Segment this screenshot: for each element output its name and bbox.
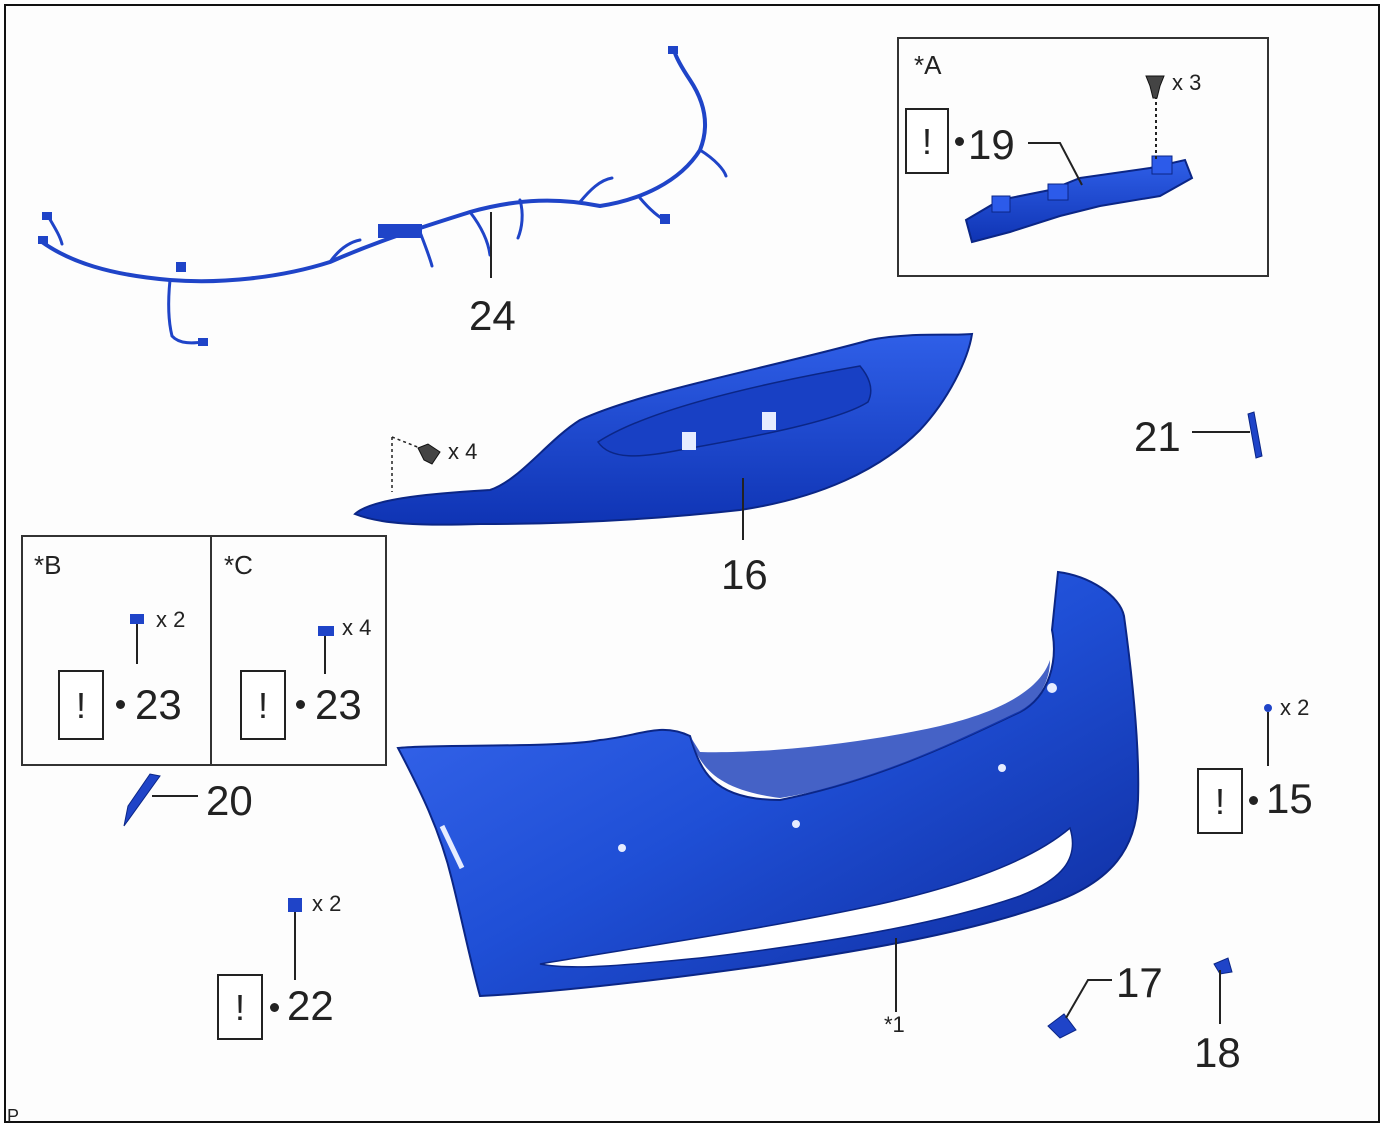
bullet-23-c [296, 700, 305, 709]
warning-box-23-b: ! [58, 670, 104, 740]
callout-17: 17 [1116, 959, 1163, 1006]
warning-box-22: ! [217, 974, 263, 1040]
callout-21: 21 [1134, 413, 1181, 460]
warning-box-15: ! [1197, 768, 1243, 834]
reflector-icon [1247, 411, 1263, 459]
view-label-c: *C [224, 550, 253, 580]
view-box-a [897, 37, 1269, 277]
bullet-23-b [116, 700, 125, 709]
qty-15: x 2 [1280, 695, 1310, 720]
clip-icon [318, 626, 334, 636]
view-box-divider [210, 535, 212, 766]
view-label-a: *A [914, 50, 942, 80]
leader-16-clip [391, 436, 421, 492]
wire-harness-icon [38, 46, 728, 346]
clip-icon [1264, 704, 1272, 712]
reflector-icon [123, 773, 161, 827]
callout-24: 24 [469, 292, 516, 339]
qty-19: x 3 [1172, 70, 1202, 95]
bumper-support-icon [353, 332, 974, 526]
clip-icon [288, 898, 302, 912]
warning-box-23-c: ! [240, 670, 286, 740]
warning-box-19: ! [905, 108, 949, 174]
figure-code: P [7, 1106, 20, 1126]
qty-22: x 2 [312, 891, 342, 916]
callout-15: 15 [1266, 775, 1313, 822]
reflector-icon [1213, 957, 1233, 975]
bumper-cover-icon [396, 570, 1140, 998]
callout-22: 22 [287, 982, 334, 1029]
view-box-bc [21, 535, 387, 766]
clip-icon [417, 443, 441, 465]
callout-23-c: 23 [315, 681, 362, 728]
bullet-19 [955, 137, 964, 146]
bullet-22 [270, 1003, 279, 1012]
callout-19: 19 [968, 121, 1015, 168]
qty-23-c: x 4 [342, 615, 372, 640]
callout-23-b: 23 [135, 681, 182, 728]
view-label-b: *B [34, 550, 62, 580]
qty-23-b: x 2 [156, 607, 186, 632]
leader-17 [1065, 979, 1112, 1019]
qty-16: x 4 [448, 439, 478, 464]
screw-icon [1145, 75, 1165, 99]
callout-16: 16 [721, 551, 768, 598]
callout-18: 18 [1194, 1029, 1241, 1076]
bullet-15 [1249, 796, 1258, 805]
bracket-icon [1047, 1013, 1077, 1039]
leader-19 [1028, 142, 1083, 186]
callout-20: 20 [206, 777, 253, 824]
clip-icon [130, 614, 144, 624]
bracket-icon [964, 155, 1194, 244]
callout-1: *1 [884, 1012, 905, 1037]
